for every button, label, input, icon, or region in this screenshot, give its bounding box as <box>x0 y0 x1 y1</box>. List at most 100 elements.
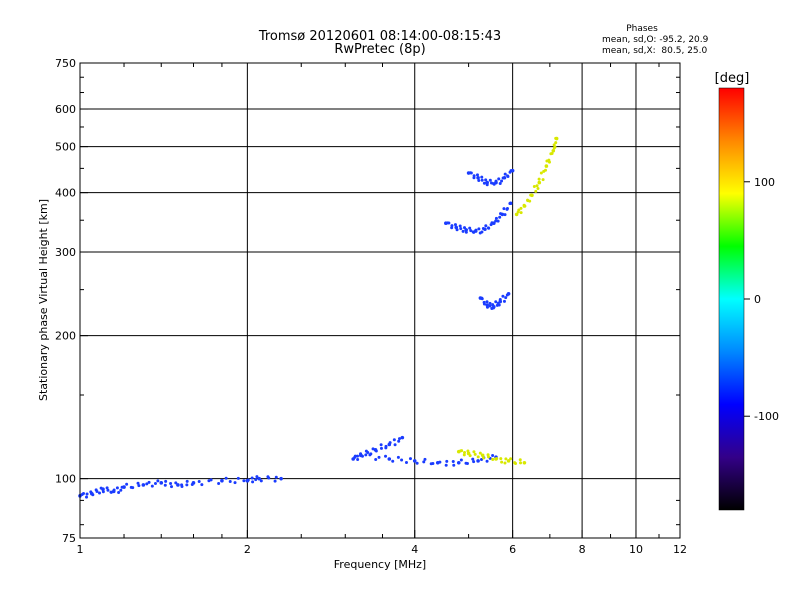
data-point-o <box>465 461 469 465</box>
data-point-o <box>485 305 489 309</box>
data-point-o <box>180 483 184 487</box>
data-point-o <box>404 461 408 465</box>
data-point-o <box>500 212 505 217</box>
y-tick-label: 500 <box>55 141 76 154</box>
data-point-o <box>498 181 502 185</box>
data-point-x <box>509 457 513 461</box>
data-point-o <box>477 178 481 182</box>
data-point-o <box>85 492 89 496</box>
data-point-o <box>379 446 383 450</box>
data-point-o <box>456 460 461 465</box>
data-point-o <box>494 179 498 183</box>
x-tick-label: 10 <box>629 543 643 556</box>
data-point-o <box>469 171 473 175</box>
data-point-o <box>366 451 370 455</box>
data-point-x <box>514 212 519 217</box>
data-point-o <box>408 457 412 461</box>
data-point-o <box>412 459 417 463</box>
data-point-x <box>519 461 523 465</box>
colorbar-tick-label: 0 <box>754 293 761 306</box>
data-point-o <box>422 460 426 464</box>
data-point-x <box>519 211 523 215</box>
data-point-x <box>542 169 546 173</box>
data-point-o <box>356 458 360 462</box>
y-axis-label: Stationary phase Virtual Height [km] <box>37 199 50 401</box>
data-point-o <box>174 481 178 485</box>
data-point-o <box>508 170 512 174</box>
data-point-o <box>444 463 448 467</box>
data-point-o <box>150 484 154 488</box>
data-point-o <box>95 489 99 493</box>
data-point-o <box>374 449 378 453</box>
data-point-o <box>115 486 119 490</box>
data-point-o <box>496 219 500 223</box>
data-point-o <box>233 481 237 485</box>
data-point-o <box>494 219 498 223</box>
data-point-o <box>169 482 173 486</box>
data-point-o <box>91 493 95 497</box>
data-point-x <box>536 186 540 190</box>
data-point-o <box>255 475 259 479</box>
data-point-o <box>469 229 473 233</box>
data-point-x <box>551 149 556 153</box>
data-point-o <box>480 178 484 182</box>
data-point-x <box>503 461 507 465</box>
data-point-x <box>554 136 559 141</box>
data-point-o <box>484 224 488 228</box>
data-point-o <box>85 495 89 499</box>
data-point-o <box>510 168 515 173</box>
data-point-x <box>544 164 549 168</box>
data-point-o <box>445 459 449 463</box>
data-point-x <box>514 461 518 465</box>
data-point-x <box>534 189 538 193</box>
data-point-o <box>250 476 254 480</box>
data-point-o <box>464 228 468 232</box>
data-point-o <box>117 490 121 494</box>
data-point-o <box>106 488 110 492</box>
data-point-o <box>488 178 492 182</box>
data-point-o <box>377 455 381 459</box>
data-point-o <box>197 479 201 483</box>
phases-o-stats: mean, sd,O: -95.2, 20.9 <box>602 35 709 45</box>
data-point-o <box>246 478 250 482</box>
data-point-o <box>220 478 224 483</box>
phases-x-stats: mean, sd,X: 80.5, 25.0 <box>602 46 708 56</box>
x-tick-label: 1 <box>77 543 84 556</box>
x-tick-label: 4 <box>411 543 418 556</box>
data-point-o <box>259 479 263 483</box>
data-point-o <box>494 216 498 220</box>
data-point-x <box>541 178 545 182</box>
data-point-x <box>463 450 467 454</box>
data-point-o <box>396 455 400 459</box>
data-point-o <box>224 476 228 480</box>
data-point-x <box>495 457 499 461</box>
data-point-o <box>101 487 105 492</box>
data-point-o <box>164 479 168 483</box>
plot-grid <box>80 63 680 538</box>
data-point-o <box>501 294 505 298</box>
data-point-o <box>393 443 397 447</box>
data-point-o <box>474 228 478 232</box>
data-point-x <box>478 451 482 455</box>
y-tick-label: 75 <box>62 532 76 545</box>
data-point-o <box>488 301 492 305</box>
data-point-o <box>492 221 496 225</box>
data-point-o <box>153 481 157 485</box>
data-point-o <box>176 483 180 487</box>
data-point-o <box>415 461 419 465</box>
data-point-o <box>236 476 240 480</box>
data-point-o <box>423 457 427 461</box>
data-point-o <box>477 227 481 231</box>
data-point-o <box>141 483 146 487</box>
data-point-o <box>217 481 221 485</box>
data-point-o <box>388 441 392 445</box>
data-point-o <box>209 478 213 482</box>
data-point-o <box>360 454 364 458</box>
data-point-o <box>485 183 489 187</box>
data-point-o <box>502 175 507 180</box>
data-point-o <box>242 479 246 483</box>
data-point-o <box>494 300 498 304</box>
data-point-o <box>170 485 174 489</box>
data-point-o <box>489 223 493 227</box>
